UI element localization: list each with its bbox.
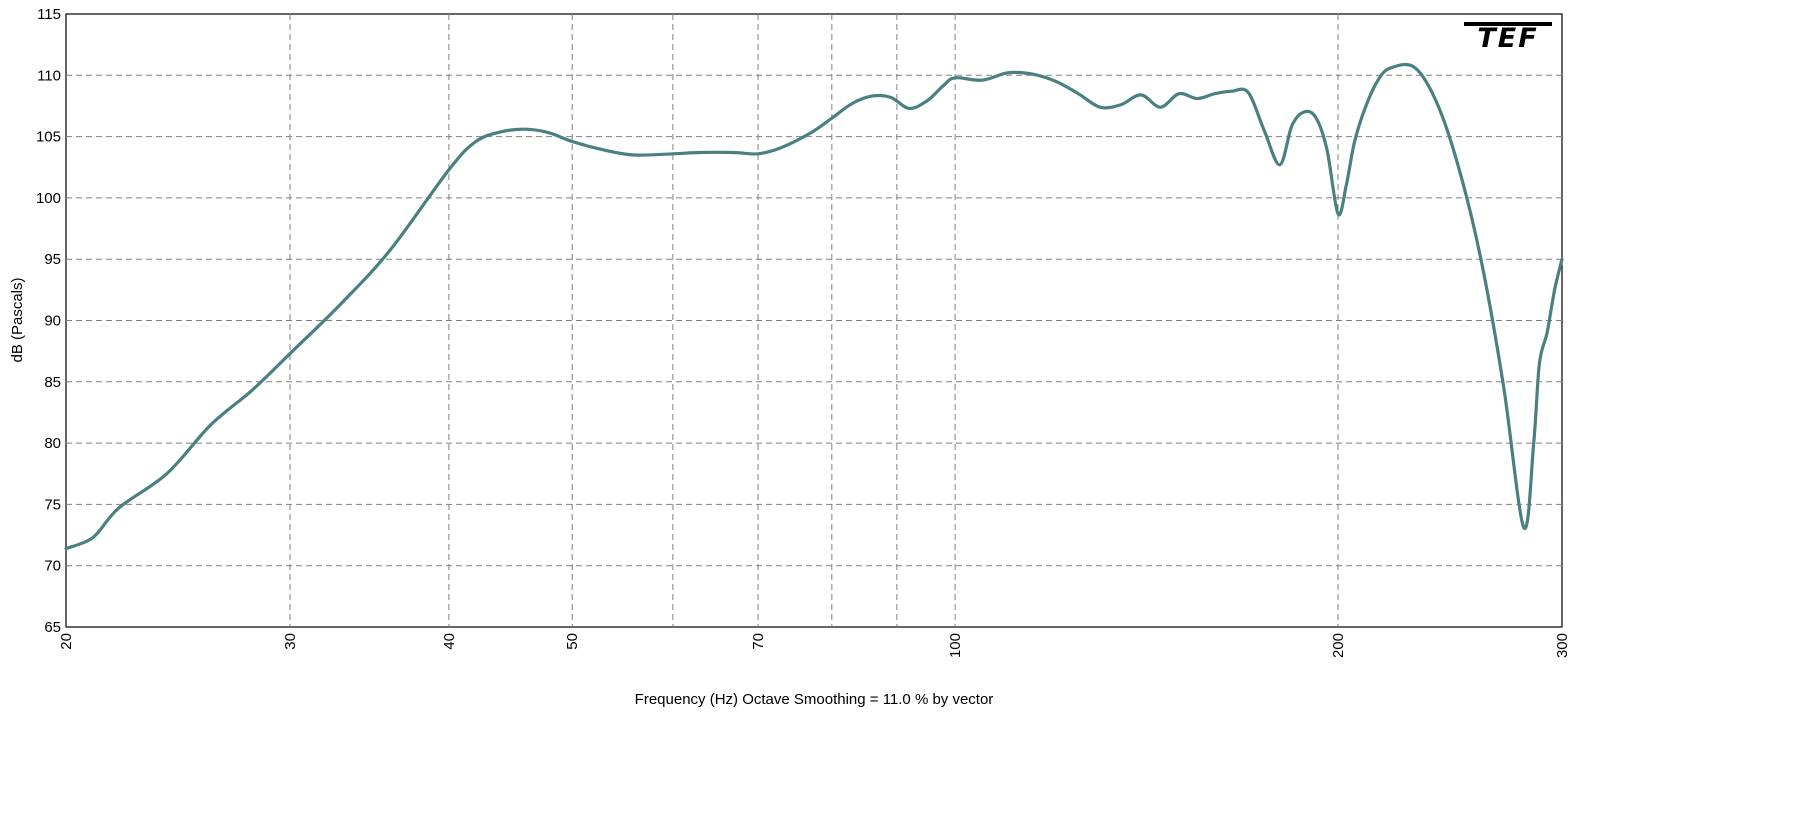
y-tick-label: 95 xyxy=(44,251,61,268)
y-tick-label: 65 xyxy=(44,619,61,636)
x-tick-label: 20 xyxy=(58,633,75,650)
y-tick-label: 80 xyxy=(44,435,61,452)
response-curve xyxy=(64,62,1564,551)
plot-area xyxy=(65,13,1563,628)
y-tick-label: 105 xyxy=(36,129,61,146)
x-tick-label: 40 xyxy=(441,633,458,650)
y-tick-label: 100 xyxy=(36,190,61,207)
x-tick-label: 50 xyxy=(564,633,581,650)
curve-layer xyxy=(64,62,1564,551)
grid-layer xyxy=(66,14,1562,627)
y-axis-label: dB (Pascals) xyxy=(9,277,26,362)
tef-logo: TEF xyxy=(1464,22,1552,54)
y-tick-label: 90 xyxy=(44,313,61,330)
x-tick-label: 300 xyxy=(1554,633,1571,658)
logo-bar xyxy=(1464,22,1552,26)
x-axis-label: Frequency (Hz) Octave Smoothing = 11.0 %… xyxy=(635,691,994,708)
y-tick-label: 110 xyxy=(37,67,61,84)
x-tick-label: 70 xyxy=(750,633,767,650)
x-tick-label: 30 xyxy=(282,633,299,650)
y-tick-label: 115 xyxy=(37,6,61,23)
x-tick-label: 200 xyxy=(1330,633,1347,658)
tick-layer: 65 70 75 80 85 90 95 100 105 110 115 20 30 40 50 70 100 2… xyxy=(36,6,1571,658)
y-tick-label: 75 xyxy=(44,496,61,513)
y-tick-label: 70 xyxy=(44,558,61,575)
x-tick-label: 100 xyxy=(947,633,964,658)
tef-logo-text: TEF xyxy=(1477,23,1538,54)
y-tick-label: 85 xyxy=(44,374,61,391)
